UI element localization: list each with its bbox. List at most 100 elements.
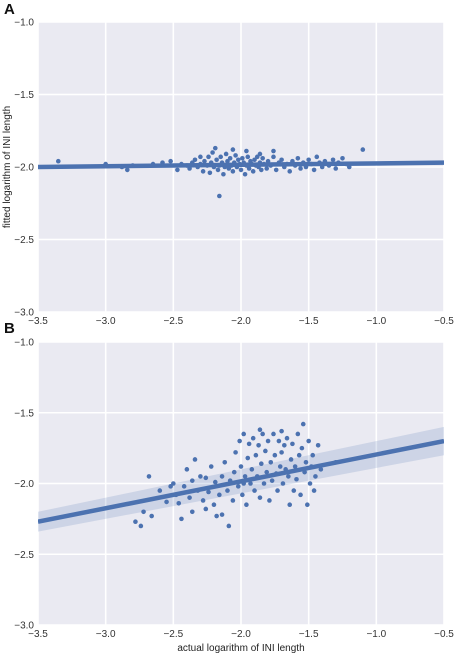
panel-a-x-tick-label: −2.5 bbox=[163, 316, 183, 327]
panel-b-data-point bbox=[237, 438, 242, 444]
panel-a-y-tick-label: −1.5 bbox=[14, 90, 34, 101]
panel-b-data-point bbox=[299, 445, 305, 451]
panel-a-data-point bbox=[221, 171, 226, 177]
panel-b-data-point bbox=[318, 467, 324, 472]
panel-b-data-point bbox=[211, 502, 217, 508]
panel-b-data-point bbox=[133, 519, 138, 525]
panel-b-data-point bbox=[181, 484, 187, 489]
panel-a-data-point bbox=[271, 148, 276, 154]
panel-a-data-point bbox=[192, 157, 198, 163]
panel-b-data-point bbox=[259, 461, 264, 466]
panel-b-data-point bbox=[149, 513, 154, 519]
panel-b-data-point bbox=[265, 438, 271, 444]
panel-a-data-point bbox=[198, 154, 203, 160]
panel-b-data-point bbox=[279, 428, 284, 434]
panel-b-data-point bbox=[222, 459, 228, 465]
panel-a-data-point bbox=[298, 166, 303, 171]
panel-b-x-tick-label: −1.0 bbox=[366, 629, 386, 640]
panel-a-x-tick-label: −2.0 bbox=[231, 316, 251, 327]
panel-a-data-point bbox=[227, 156, 233, 161]
panel-b-data-point bbox=[310, 452, 316, 458]
panel-a-x-tick-label: −1.0 bbox=[366, 316, 386, 327]
panel-b-data-point bbox=[294, 476, 299, 482]
panel-b-data-point bbox=[268, 459, 274, 465]
panel-a-regression-line bbox=[38, 160, 444, 170]
panel-b-data-point bbox=[235, 484, 241, 489]
panel-b-data-point bbox=[263, 448, 268, 454]
panel-b-data-point bbox=[303, 459, 309, 465]
panel-b-data-point bbox=[246, 441, 252, 447]
panel-b-data-point bbox=[313, 474, 318, 479]
panel-a-y-axis-label: fitted logarithm of INI length bbox=[2, 106, 13, 228]
panel-b-data-point bbox=[164, 499, 169, 505]
panel-b-data-point bbox=[272, 452, 278, 458]
panel-b-data-point bbox=[300, 421, 306, 427]
panel-a-data-point bbox=[260, 156, 265, 161]
panel-b-data-point bbox=[292, 464, 298, 469]
panel-b-x-tick-label: −2.0 bbox=[231, 629, 251, 640]
panel-a-data-point bbox=[206, 154, 211, 160]
panel-b-data-point bbox=[267, 498, 272, 503]
panel-b-data-point bbox=[176, 501, 182, 506]
panel-b-data-point bbox=[264, 469, 270, 475]
panel-a-data-point bbox=[230, 147, 236, 152]
panel-a-data-point bbox=[279, 157, 284, 163]
panel-a-data-point bbox=[271, 154, 276, 160]
panel-a-data-point bbox=[223, 151, 229, 157]
panel-a-data-point bbox=[295, 156, 301, 161]
panel-b-data-point bbox=[245, 455, 251, 461]
panel-b-data-point bbox=[189, 478, 195, 483]
panel-a-x-tick-label: −3.5 bbox=[28, 316, 48, 327]
panel-a-data-point bbox=[259, 167, 264, 173]
panel-b-data-point bbox=[146, 474, 152, 479]
panel-b-data-point bbox=[253, 452, 259, 458]
panel-b-data-point bbox=[291, 488, 297, 493]
panel-b-data-point bbox=[252, 488, 257, 493]
panel-b-data-point bbox=[203, 475, 209, 481]
panel-b-y-tick-label: −2.0 bbox=[14, 479, 34, 490]
panel-b-data-point bbox=[241, 431, 247, 437]
panel-a-data-point bbox=[240, 156, 245, 161]
panel-b-y-tick-label: −3.0 bbox=[14, 621, 34, 632]
panel-b-data-point bbox=[138, 523, 144, 529]
panel-b-data-point bbox=[248, 481, 253, 486]
panel-b-data-point bbox=[219, 474, 225, 479]
panel-b-data-point bbox=[250, 435, 256, 441]
panel-b-data-point bbox=[225, 488, 230, 493]
panel-b-data-point bbox=[219, 512, 225, 517]
panel-b-data-point bbox=[214, 513, 219, 519]
panel-a-data-point bbox=[311, 167, 317, 173]
panel-b-data-point bbox=[260, 431, 265, 437]
panel-b-data-point bbox=[269, 478, 275, 483]
panel-b-data-point bbox=[315, 442, 321, 448]
panel-a-data-point bbox=[217, 193, 222, 199]
panel-a-data-point bbox=[287, 169, 293, 174]
panel-b-data-point bbox=[287, 502, 293, 508]
panel-b-data-point bbox=[257, 427, 263, 433]
panel-a-data-point bbox=[245, 154, 251, 160]
panel-b-data-point bbox=[233, 450, 238, 455]
panel-a-data-point bbox=[306, 157, 311, 163]
panel-a-data-point bbox=[238, 167, 244, 173]
panel-b-data-point bbox=[231, 469, 237, 475]
panel-b-data-point bbox=[288, 457, 294, 462]
panel-a-data-point bbox=[230, 169, 236, 174]
panel-b: −3.5 −3.0 −2.5 −2.0 −1.5 −1.0 −0.5−1.0−1.5−2.0… bbox=[4, 320, 454, 654]
panel-b-data-point bbox=[284, 435, 290, 441]
panel-b-data-point bbox=[157, 488, 163, 493]
panel-a-data-point bbox=[56, 158, 61, 164]
panel-b-data-point bbox=[271, 431, 276, 437]
panel-b-data-point bbox=[277, 464, 283, 469]
panel-a-y-tick-label: −2.0 bbox=[14, 163, 34, 174]
panel-b-data-point bbox=[179, 516, 184, 522]
panel-b-x-tick-label: −3.5 bbox=[28, 629, 48, 640]
panel-a-data-point bbox=[225, 158, 230, 164]
panel-b-data-point bbox=[276, 438, 282, 444]
panel-a-y-tick-label: −3.0 bbox=[14, 308, 34, 319]
panel-b-data-point bbox=[257, 495, 263, 500]
panel-a-y-tick-label: −1.0 bbox=[14, 18, 34, 29]
panel-b-data-point bbox=[282, 442, 287, 448]
panel-b-data-point bbox=[311, 488, 317, 493]
panel-a-data-point bbox=[254, 154, 260, 160]
